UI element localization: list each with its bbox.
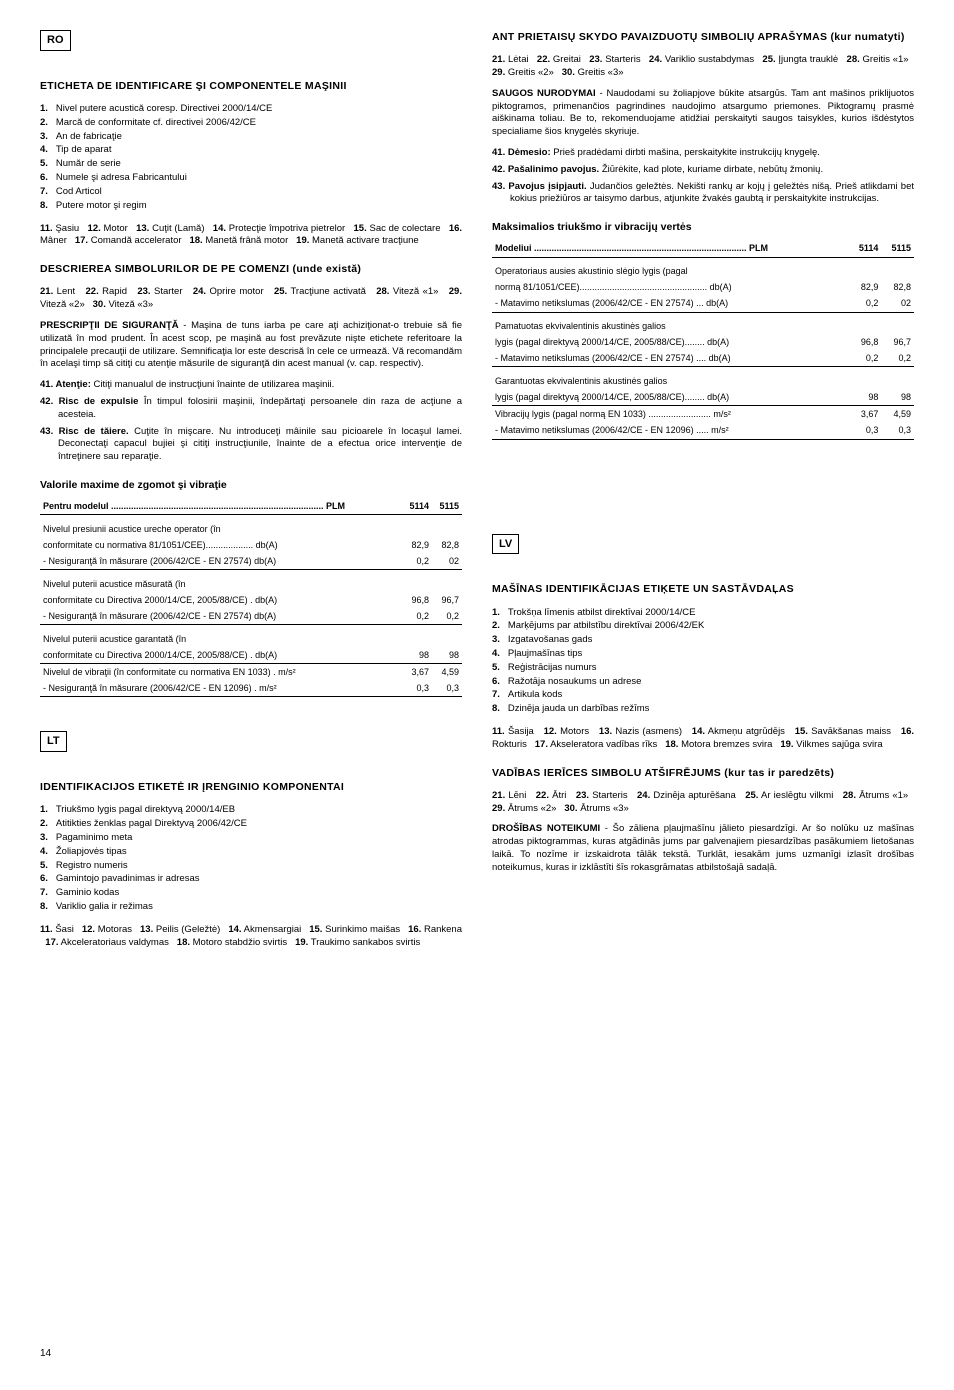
ro-heading-2: DESCRIEREA SIMBOLURILOR DE PE COMENZI (u…	[40, 262, 462, 276]
list-item: 5. Registro numeris	[40, 860, 462, 873]
lt-run: 11. Šasi 12. Motoras 13. Peilis (Geležtė…	[40, 924, 462, 950]
lv-safety: DROŠĪBAS NOTEIKUMI - Šo zāliena pļaujmaš…	[492, 823, 914, 874]
list-item: 7. Cod Articol	[40, 186, 462, 199]
page-number: 14	[40, 1347, 51, 1361]
list-item: 6. Numele şi adresa Fabricantului	[40, 172, 462, 185]
lt-heading: IDENTIFIKACIJOS ETIKETĖ IR ĮRENGINIO KOM…	[40, 780, 462, 794]
list-item: 1. Trokšņa līmenis atbilst direktīvai 20…	[492, 607, 914, 620]
ro-run-2: 21. Lent 22. Rapid 23. Starter 24. Oprir…	[40, 286, 462, 312]
list-item: 4. Tip de aparat	[40, 144, 462, 157]
list-item: 8. Variklio galia ir režimas	[40, 901, 462, 914]
bullet-item: 42. Pašalinimo pavojus. Žiūrėkite, kad p…	[492, 164, 914, 177]
lt-table: Modeliui ...............................…	[492, 240, 914, 439]
bullet-item: 41. Atenţie: Citiţi manualul de instrucţ…	[40, 379, 462, 392]
ro-heading-1: ETICHETA DE IDENTIFICARE ŞI COMPONENTELE…	[40, 79, 462, 93]
lt-heading-2: ANT PRIETAISŲ SKYDO PAVAIZDUOTŲ SIMBOLIŲ…	[492, 30, 914, 44]
ro-run-1: 11. Şasiu 12. Motor 13. Cuţit (Lamă) 14.…	[40, 223, 462, 249]
lv-heading-1: MAŠĪNAS IDENTIFIKĀCIJAS ETIĶETE UN SASTĀ…	[492, 582, 914, 596]
list-item: 1. Nivel putere acustică coresp. Directi…	[40, 103, 462, 116]
country-lv: LV	[492, 534, 519, 555]
list-item: 7. Artikula kods	[492, 689, 914, 702]
lt-run-2: 21. Lėtai 22. Greitai 23. Starteris 24. …	[492, 54, 914, 80]
list-item: 4. Pļaujmašīnas tips	[492, 648, 914, 661]
list-item: 4. Žoliapjovės tipas	[40, 846, 462, 859]
list-item: 8. Putere motor şi regim	[40, 200, 462, 213]
lt-list: 1. Triukšmo lygis pagal direktyvą 2000/1…	[40, 804, 462, 914]
ro-table: Pentru modelul .........................…	[40, 498, 462, 697]
list-item: 2. Atitikties ženklas pagal Direktyvą 20…	[40, 818, 462, 831]
lt-bullets: 41. Dėmesio: Prieš pradėdami dirbti maši…	[492, 147, 914, 206]
list-item: 7. Gaminio kodas	[40, 887, 462, 900]
bullet-item: 42. Risc de expulsie În timpul folosirii…	[40, 396, 462, 422]
lv-run-1: 11. Šasija 12. Motors 13. Nazis (asmens)…	[492, 726, 914, 752]
lv-list: 1. Trokšņa līmenis atbilst direktīvai 20…	[492, 607, 914, 717]
list-item: 2. Marķējums par atbilstību direktīvai 2…	[492, 620, 914, 633]
ro-bullets: 41. Atenţie: Citiţi manualul de instrucţ…	[40, 379, 462, 464]
lv-heading-2: VADĪBAS IERĪCES SIMBOLU ATŠIFRĒJUMS (kur…	[492, 766, 914, 780]
right-column: ANT PRIETAISŲ SKYDO PAVAIZDUOTŲ SIMBOLIŲ…	[492, 30, 914, 955]
list-item: 5. Reģistrācijas numurs	[492, 662, 914, 675]
lt-table-title: Maksimalios triukšmo ir vibracijų vertės	[492, 220, 914, 234]
list-item: 8. Dzinēja jauda un darbības režīms	[492, 703, 914, 716]
bullet-item: 43. Pavojus įsipjauti. Judančios geležtė…	[492, 181, 914, 207]
country-lt: LT	[40, 731, 67, 752]
country-ro: RO	[40, 30, 71, 51]
list-item: 3. Pagaminimo meta	[40, 832, 462, 845]
lt-safety: SAUGOS NURODYMAI - Naudodami su žoliapjo…	[492, 88, 914, 139]
ro-safety: PRESCRIPŢII DE SIGURANŢĂ - Maşina de tun…	[40, 320, 462, 371]
left-column: RO ETICHETA DE IDENTIFICARE ŞI COMPONENT…	[40, 30, 462, 955]
list-item: 6. Ražotāja nosaukums un adrese	[492, 676, 914, 689]
bullet-item: 41. Dėmesio: Prieš pradėdami dirbti maši…	[492, 147, 914, 160]
list-item: 3. Izgatavošanas gads	[492, 634, 914, 647]
lv-run-2: 21. Lēni 22. Ātri 23. Starteris 24. Dzin…	[492, 790, 914, 816]
bullet-item: 43. Risc de tăiere. Cuţite în mişcare. N…	[40, 426, 462, 464]
ro-list: 1. Nivel putere acustică coresp. Directi…	[40, 103, 462, 213]
list-item: 5. Număr de serie	[40, 158, 462, 171]
list-item: 6. Gamintojo pavadinimas ir adresas	[40, 873, 462, 886]
list-item: 1. Triukšmo lygis pagal direktyvą 2000/1…	[40, 804, 462, 817]
list-item: 3. An de fabricaţie	[40, 131, 462, 144]
list-item: 2. Marcă de conformitate cf. directivei …	[40, 117, 462, 130]
ro-table-title: Valorile maxime de zgomot şi vibraţie	[40, 478, 462, 492]
